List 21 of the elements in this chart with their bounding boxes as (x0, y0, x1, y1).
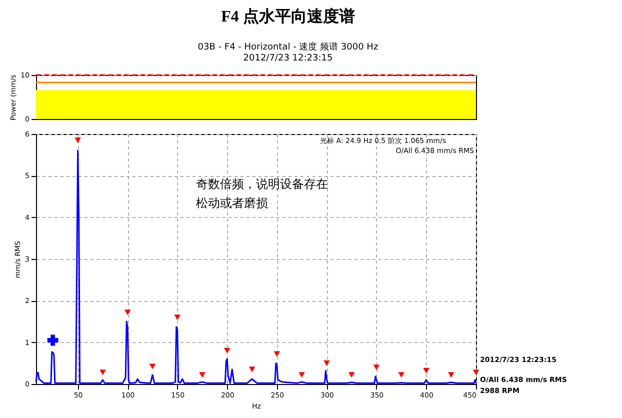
point (348, 372, 355, 378)
point (199, 372, 206, 378)
point (373, 364, 380, 370)
point (100, 370, 106, 376)
point (47, 334, 58, 346)
point (174, 314, 181, 320)
point (74, 138, 81, 143)
point (124, 310, 131, 316)
point (398, 372, 404, 378)
point (472, 370, 480, 376)
chart-subtitle: 03B - F4 - Horizontal - 速度 频谱 3000 Hz 2012/7/23 12:23:15 (198, 42, 378, 64)
annotation: 奇数倍频，说明设备存在松动或者磨损 (196, 177, 328, 210)
point (298, 372, 305, 378)
point (248, 366, 256, 372)
point (423, 368, 430, 374)
chart-title: F4 点水平向速度谱 (221, 6, 355, 26)
point (224, 348, 230, 354)
point (149, 364, 156, 370)
point (448, 372, 454, 378)
point (324, 360, 330, 366)
point (274, 351, 280, 357)
